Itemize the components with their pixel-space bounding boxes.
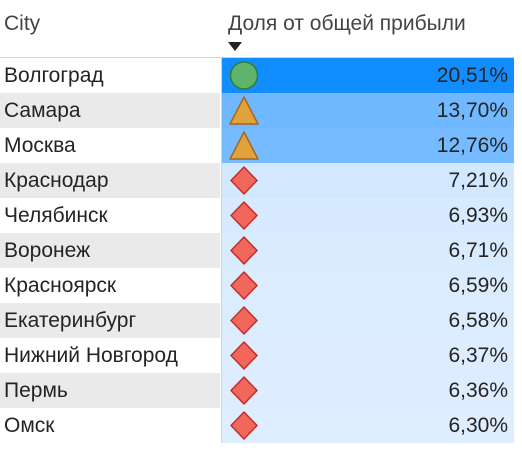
share-cell: 6,59% (221, 268, 514, 303)
table-row[interactable]: Пермь 6,36% (0, 373, 514, 408)
share-cell: 6,36% (221, 373, 514, 408)
share-value: 6,93% (448, 204, 508, 227)
share-value: 6,59% (448, 274, 508, 297)
share-value: 6,71% (448, 239, 508, 262)
share-cell: 6,93% (221, 198, 514, 233)
red-diamond-icon (228, 165, 260, 196)
share-value: 6,58% (448, 309, 508, 332)
table-row[interactable]: Омск 6,30% (0, 408, 514, 443)
share-value: 20,51% (436, 64, 508, 87)
red-diamond-icon (228, 375, 260, 406)
red-diamond-icon (228, 410, 260, 441)
city-cell: Нижний Новгород (4, 344, 178, 367)
red-diamond-icon (228, 340, 260, 371)
table-body: Волгоград 20,51% Самара 13,70% Москва 12,76% К… (0, 58, 514, 443)
share-value: 6,36% (448, 379, 508, 402)
red-diamond-icon (228, 200, 260, 231)
table-row[interactable]: Челябинск 6,93% (0, 198, 514, 233)
column-header-city[interactable]: City (4, 12, 41, 35)
orange-triangle-icon (228, 95, 260, 126)
table-row[interactable]: Нижний Новгород 6,37% (0, 338, 514, 373)
column-header-share[interactable]: Доля от общей прибыли (228, 12, 466, 35)
share-cell: 20,51% (221, 58, 514, 93)
city-cell: Красноярск (4, 274, 117, 297)
city-cell: Челябинск (4, 204, 108, 227)
city-cell: Екатеринбург (0, 303, 220, 338)
share-cell: 13,70% (221, 93, 514, 128)
table-row[interactable]: Москва 12,76% (0, 128, 514, 163)
city-cell: Краснодар (0, 163, 220, 198)
city-cell: Самара (0, 93, 220, 128)
table-row[interactable]: Воронеж 6,71% (0, 233, 514, 268)
city-cell: Москва (4, 134, 76, 157)
table-row[interactable]: Самара 13,70% (0, 93, 514, 128)
share-cell: 6,37% (221, 338, 514, 373)
orange-triangle-icon (228, 130, 260, 161)
share-cell: 6,30% (221, 408, 514, 443)
share-cell: 6,71% (221, 233, 514, 268)
share-cell: 7,21% (221, 163, 514, 198)
city-cell: Волгоград (4, 64, 104, 87)
sort-descending-icon[interactable] (228, 42, 242, 51)
red-diamond-icon (228, 305, 260, 336)
table-row[interactable]: Краснодар 7,21% (0, 163, 514, 198)
table-header: City Доля от общей прибыли (0, 0, 514, 58)
city-cell: Омск (4, 414, 55, 437)
city-cell: Пермь (0, 373, 220, 408)
red-diamond-icon (228, 270, 260, 301)
share-value: 13,70% (436, 99, 508, 122)
red-diamond-icon (228, 235, 260, 266)
share-value: 6,30% (448, 414, 508, 437)
green-circle-icon (228, 60, 260, 91)
table-row[interactable]: Екатеринбург 6,58% (0, 303, 514, 338)
share-cell: 6,58% (221, 303, 514, 338)
data-table: City Доля от общей прибыли Волгоград 20,5… (0, 0, 514, 443)
share-value: 6,37% (448, 344, 508, 367)
table-row[interactable]: Красноярск 6,59% (0, 268, 514, 303)
table-row[interactable]: Волгоград 20,51% (0, 58, 514, 93)
share-value: 12,76% (436, 134, 508, 157)
share-value: 7,21% (448, 169, 508, 192)
share-cell: 12,76% (221, 128, 514, 163)
city-cell: Воронеж (0, 233, 220, 268)
